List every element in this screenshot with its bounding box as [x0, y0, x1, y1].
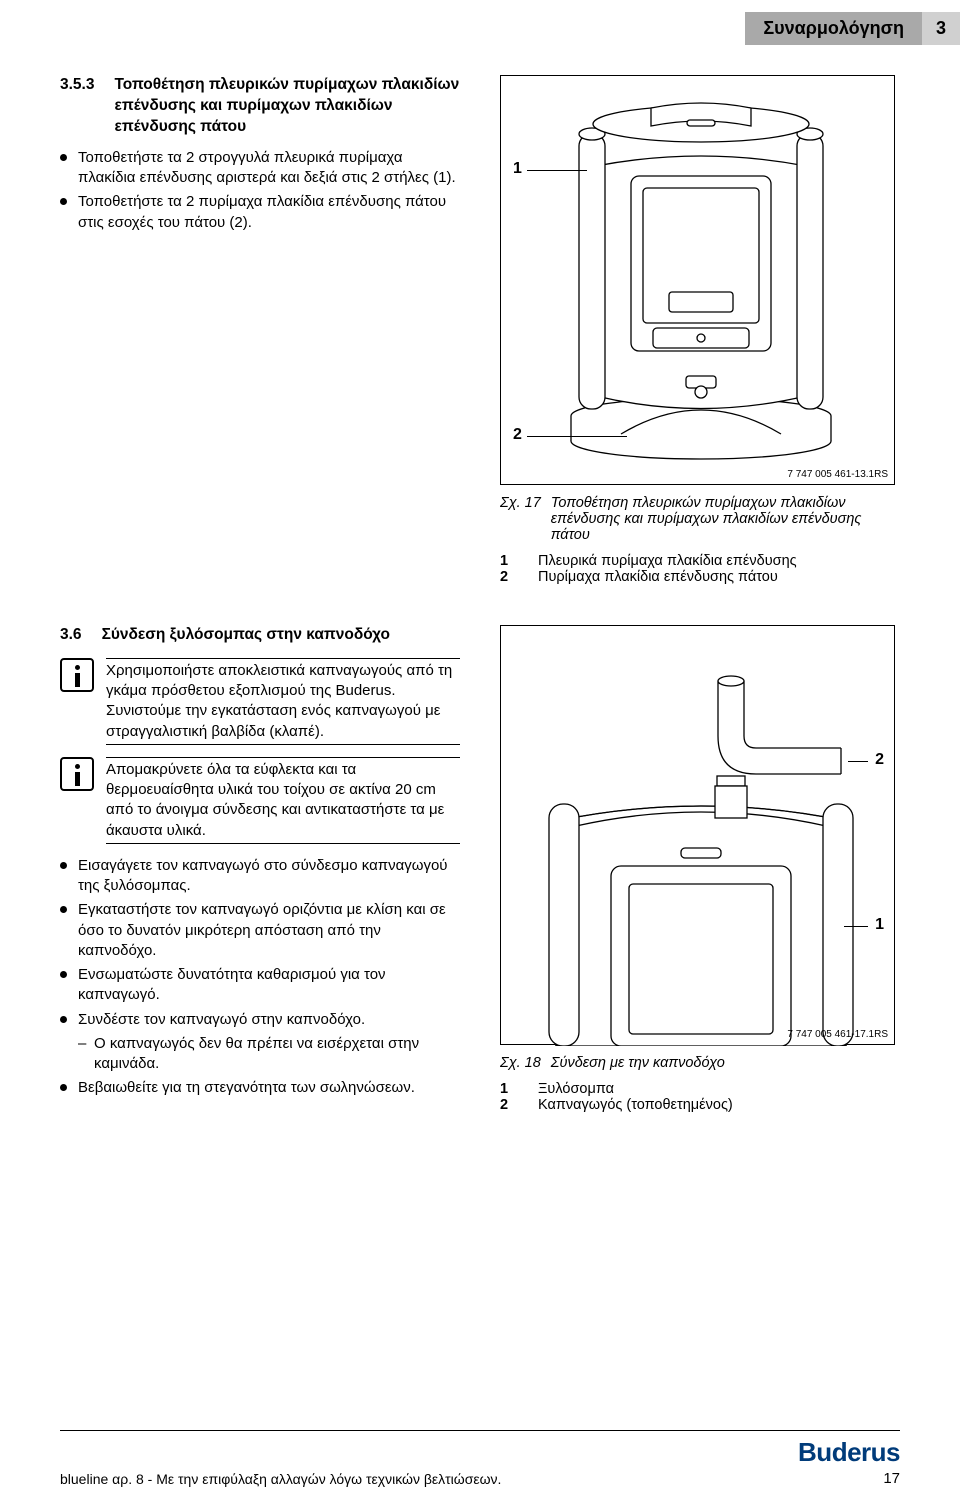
content-area: 3.5.3 Τοποθέτηση πλευρικών πυρίμαχων πλα…	[60, 75, 900, 1113]
legend-text: Καπναγωγός (τοποθετημένος)	[538, 1097, 733, 1113]
chapter-header: Συναρμολόγηση 3	[745, 12, 960, 45]
legend-num: 2	[500, 569, 514, 585]
bullet-text: Συνδέστε τον καπναγωγό στην καπνοδόχο.	[78, 1011, 365, 1028]
chapter-title: Συναρμολόγηση	[745, 12, 922, 45]
footer-left: blueline αρ. 8 - Με την επιφύλαξη αλλαγώ…	[60, 1471, 501, 1487]
leader-line	[844, 926, 868, 927]
figure-18-col: 2 1 7 747 005 461-17.1RS Σχ. 18 Σύνδεση …	[500, 625, 900, 1113]
legend-num: 1	[500, 553, 514, 569]
info-icon	[60, 757, 94, 791]
section-353-bullets: Τοποθετήστε τα 2 στρογγυλά πλευρικά πυρί…	[60, 148, 460, 233]
figure-17-caption-text: Τοποθέτηση πλευρικών πυρίμαχων πλακιδίων…	[551, 495, 900, 543]
legend-row: 2 Καπναγωγός (τοποθετημένος)	[500, 1097, 900, 1113]
figure-17-box: 1 2 7 747 005 461-13.1RS	[500, 75, 895, 485]
page: Συναρμολόγηση 3 3.5.3 Τοποθέτηση πλευρικ…	[0, 0, 960, 1509]
section-353-title: Τοποθέτηση πλευρικών πυρίμαχων πλακιδίων…	[114, 75, 460, 138]
legend-row: 1 Πλευρικά πυρίμαχα πλακίδια επένδυσης	[500, 553, 900, 569]
page-footer: blueline αρ. 8 - Με την επιφύλαξη αλλαγώ…	[60, 1430, 900, 1487]
figure-17-label: Σχ. 17	[500, 495, 541, 543]
section-353: 3.5.3 Τοποθέτηση πλευρικών πυρίμαχων πλα…	[60, 75, 460, 585]
footer-right: Buderus 17	[798, 1437, 900, 1487]
section-353-heading: 3.5.3 Τοποθέτηση πλευρικών πυρίμαχων πλα…	[60, 75, 460, 138]
bullet: Τοποθετήστε τα 2 στρογγυλά πλευρικά πυρί…	[60, 148, 460, 189]
legend-row: 2 Πυρίμαχα πλακίδια επένδυσης πάτου	[500, 569, 900, 585]
row-353: 3.5.3 Τοποθέτηση πλευρικών πυρίμαχων πλα…	[60, 75, 900, 585]
section-353-num: 3.5.3	[60, 75, 94, 138]
figure-18-legend: 1 Ξυλόσομπα 2 Καπναγωγός (τοποθετημένος)	[500, 1081, 900, 1113]
figure-18-label: Σχ. 18	[500, 1055, 541, 1071]
info-text-1: Χρησιμοποιήστε αποκλειστικά καπναγωγούς …	[106, 658, 460, 745]
figure-17-svg	[501, 76, 896, 486]
figure-18-caption: Σχ. 18 Σύνδεση με την καπνοδόχο	[500, 1055, 900, 1071]
leader-line	[527, 170, 587, 171]
section-36-heading: 3.6 Σύνδεση ξυλόσομπας στην καπνοδόχο	[60, 625, 460, 646]
figure-18-caption-text: Σύνδεση με την καπνοδόχο	[551, 1055, 725, 1071]
bullet: Εγκαταστήστε τον καπναγωγό οριζόντια με …	[60, 900, 460, 961]
info-text-2: Απομακρύνετε όλα τα εύφλεκτα και τα θερμ…	[106, 757, 460, 844]
figure-17-ref: 7 747 005 461-13.1RS	[787, 469, 888, 480]
legend-num: 2	[500, 1097, 514, 1113]
info-box-2: Απομακρύνετε όλα τα εύφλεκτα και τα θερμ…	[60, 757, 460, 844]
sub-bullet: Ο καπναγωγός δεν θα πρέπει να εισέρχεται…	[78, 1034, 460, 1075]
figure-18-ref: 7 747 005 461-17.1RS	[787, 1029, 888, 1040]
bullet: Εισαγάγετε τον καπναγωγό στο σύνδεσμο κα…	[60, 856, 460, 897]
bullet: Ενσωματώστε δυνατότητα καθαρισμού για το…	[60, 965, 460, 1006]
leader-line	[848, 761, 868, 762]
legend-text: Πλευρικά πυρίμαχα πλακίδια επένδυσης	[538, 553, 797, 569]
info-box-1: Χρησιμοποιήστε αποκλειστικά καπναγωγούς …	[60, 658, 460, 745]
callout-2: 2	[513, 426, 522, 444]
legend-num: 1	[500, 1081, 514, 1097]
page-number: 17	[798, 1470, 900, 1487]
figure-18-svg	[501, 626, 896, 1046]
figure-17-col: 1 2 7 747 005 461-13.1RS Σχ. 17 Τοποθέτη…	[500, 75, 900, 585]
chapter-number: 3	[922, 12, 960, 45]
callout-2: 2	[875, 751, 884, 769]
figure-17-legend: 1 Πλευρικά πυρίμαχα πλακίδια επένδυσης 2…	[500, 553, 900, 585]
section-36-title: Σύνδεση ξυλόσομπας στην καπνοδόχο	[102, 625, 390, 646]
section-36-num: 3.6	[60, 625, 82, 646]
legend-text: Πυρίμαχα πλακίδια επένδυσης πάτου	[538, 569, 778, 585]
info-icon	[60, 658, 94, 692]
bullet: Τοποθετήστε τα 2 πυρίμαχα πλακίδια επένδ…	[60, 192, 460, 233]
bullet: Συνδέστε τον καπναγωγό στην καπνοδόχο. Ο…	[60, 1010, 460, 1075]
figure-17-caption: Σχ. 17 Τοποθέτηση πλευρικών πυρίμαχων πλ…	[500, 495, 900, 543]
row-36: 3.6 Σύνδεση ξυλόσομπας στην καπνοδόχο Χρ…	[60, 625, 900, 1113]
bullet: Βεβαιωθείτε για τη στεγανότητα των σωλην…	[60, 1078, 460, 1098]
sub-bullets: Ο καπναγωγός δεν θα πρέπει να εισέρχεται…	[78, 1034, 460, 1075]
legend-text: Ξυλόσομπα	[538, 1081, 614, 1097]
callout-1: 1	[875, 916, 884, 934]
legend-row: 1 Ξυλόσομπα	[500, 1081, 900, 1097]
section-36: 3.6 Σύνδεση ξυλόσομπας στην καπνοδόχο Χρ…	[60, 625, 460, 1113]
brand-logo: Buderus	[798, 1437, 900, 1468]
leader-line	[527, 436, 627, 437]
figure-18-box: 2 1 7 747 005 461-17.1RS	[500, 625, 895, 1045]
section-36-bullets: Εισαγάγετε τον καπναγωγό στο σύνδεσμο κα…	[60, 856, 460, 1099]
callout-1: 1	[513, 160, 522, 178]
